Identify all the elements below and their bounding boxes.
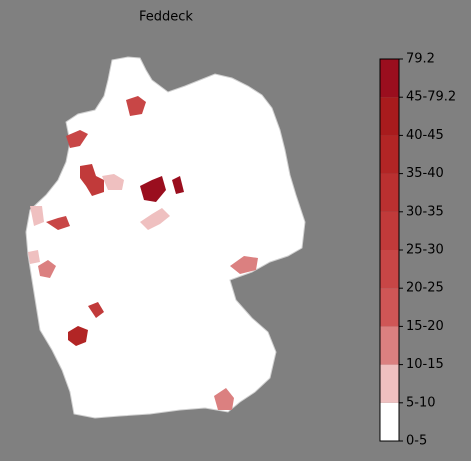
map-title: Feddeck bbox=[139, 10, 193, 25]
colorbar-segment bbox=[380, 326, 399, 365]
germany-map bbox=[25, 56, 306, 419]
region bbox=[46, 216, 70, 230]
region bbox=[38, 260, 56, 278]
colorbar-segment bbox=[380, 135, 399, 174]
colorbar-label: 10-15 bbox=[406, 357, 444, 372]
region bbox=[126, 96, 146, 116]
colorbar-segment bbox=[380, 173, 399, 212]
region bbox=[30, 206, 44, 226]
colorbar-segment bbox=[380, 97, 399, 136]
region bbox=[88, 302, 104, 318]
region bbox=[28, 250, 40, 264]
colorbar-label: 30-35 bbox=[406, 204, 444, 219]
region bbox=[68, 326, 88, 346]
region bbox=[230, 256, 258, 274]
region bbox=[102, 174, 124, 190]
colorbar-segment bbox=[380, 288, 399, 327]
colorbar-label: 15-20 bbox=[406, 319, 444, 334]
colorbar-segment bbox=[380, 211, 399, 250]
colorbar-label: 5-10 bbox=[406, 395, 436, 410]
colorbar-label: 0-5 bbox=[406, 434, 427, 449]
region bbox=[66, 130, 88, 148]
colorbar-label: 45-79.2 bbox=[406, 90, 456, 105]
colorbar-label: 40-45 bbox=[406, 128, 444, 143]
region bbox=[172, 176, 184, 194]
colorbar-segment bbox=[380, 59, 399, 98]
region bbox=[80, 164, 104, 196]
region bbox=[214, 388, 234, 410]
colorbar-label: 79.2 bbox=[406, 52, 435, 67]
colorbar-label: 25-30 bbox=[406, 243, 444, 258]
region bbox=[140, 176, 166, 202]
colorbar-label: 35-40 bbox=[406, 166, 444, 181]
country-outline bbox=[25, 56, 306, 419]
colorbar-label: 20-25 bbox=[406, 281, 444, 296]
colorbar: 0-5 5-10 10-15 15-20 20-25 25-30 30-35 35-40 40-… bbox=[379, 52, 456, 449]
region bbox=[140, 208, 170, 230]
colorbar-segment bbox=[380, 250, 399, 289]
colorbar-segment bbox=[380, 402, 399, 441]
colorbar-segment bbox=[380, 364, 399, 403]
